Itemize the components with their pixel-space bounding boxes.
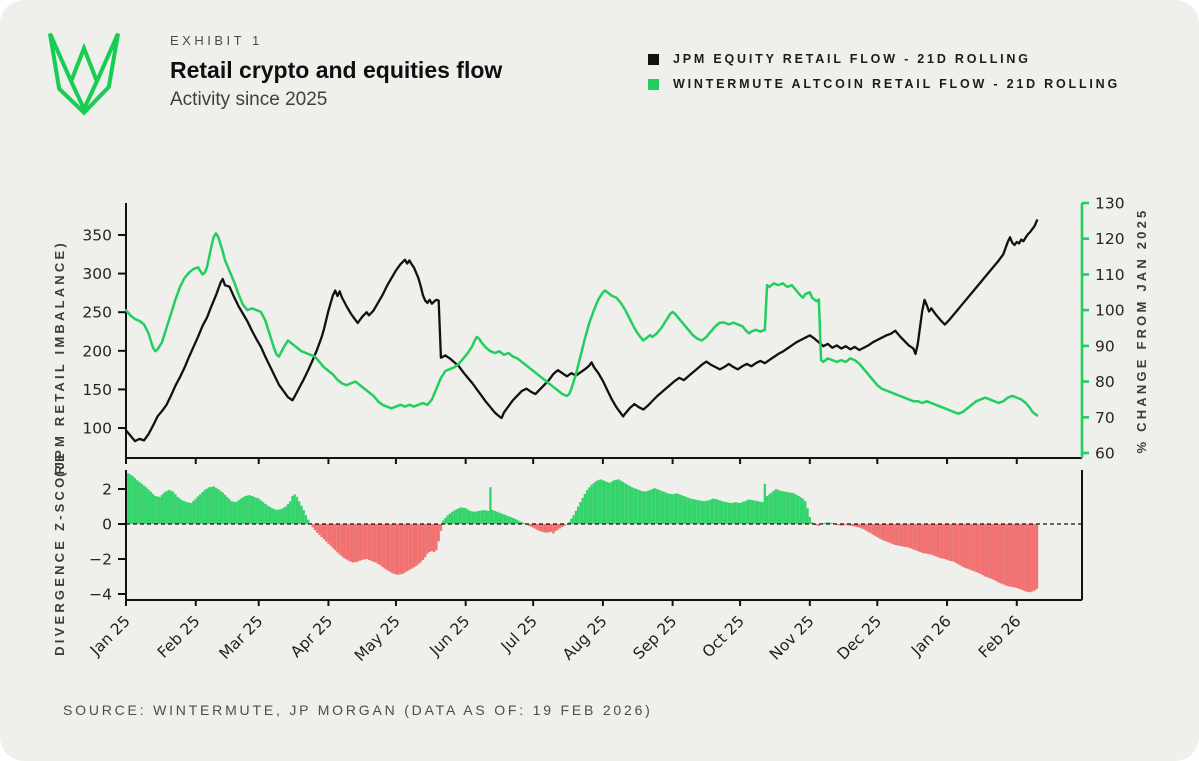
- zscore-tick-labels: 2 0 −2 −4: [89, 481, 112, 604]
- source-note: SOURCE: WINTERMUTE, JP MORGAN (DATA AS O…: [63, 702, 653, 718]
- jpm-equity-flow-line: [124, 219, 1039, 443]
- main-left-tick-labels: 100 150 200 250 300 350: [82, 226, 112, 437]
- svg-text:Mar 25: Mar 25: [216, 612, 267, 663]
- svg-text:Jul 25: Jul 25: [497, 612, 541, 656]
- svg-text:250: 250: [82, 304, 112, 322]
- svg-text:130: 130: [1095, 195, 1125, 213]
- svg-text:Apr 25: Apr 25: [287, 612, 336, 661]
- svg-text:350: 350: [82, 226, 112, 244]
- exhibit-label: EXHIBIT 1: [170, 33, 263, 48]
- svg-text:Jun 25: Jun 25: [425, 612, 473, 660]
- page-title: Retail crypto and equities flow: [170, 57, 503, 83]
- jpm-series-swatch: [648, 53, 659, 65]
- svg-text:Sep 25: Sep 25: [630, 612, 681, 663]
- zscore-axes: [118, 470, 1083, 606]
- svg-text:2: 2: [102, 481, 112, 499]
- svg-text:Feb 26: Feb 26: [975, 612, 1025, 662]
- svg-text:Jan 26: Jan 26: [907, 612, 955, 660]
- svg-text:100: 100: [82, 420, 112, 438]
- left-axis-title: (JPM RETAIL IMBALANCE): [52, 240, 67, 477]
- legend-item-jpm: JPM EQUITY RETAIL FLOW - 21D ROLLING: [648, 52, 1120, 66]
- legend-label-jpm: JPM EQUITY RETAIL FLOW - 21D ROLLING: [673, 52, 1031, 66]
- zscore-axis-title: DIVERGENCE Z-SCORE: [52, 450, 67, 656]
- svg-text:Jan 25: Jan 25: [86, 612, 134, 660]
- svg-text:−2: −2: [89, 550, 112, 568]
- svg-text:120: 120: [1095, 230, 1125, 248]
- svg-text:110: 110: [1095, 266, 1125, 284]
- svg-text:Nov 25: Nov 25: [766, 612, 818, 664]
- svg-text:−4: −4: [89, 585, 112, 603]
- wintermute-logo-icon: [47, 32, 121, 116]
- svg-text:80: 80: [1095, 373, 1115, 391]
- svg-text:300: 300: [82, 265, 112, 283]
- svg-text:Oct 25: Oct 25: [699, 612, 748, 661]
- svg-text:70: 70: [1095, 409, 1115, 427]
- legend: JPM EQUITY RETAIL FLOW - 21D ROLLING WIN…: [648, 52, 1120, 102]
- wintermute-series-swatch: [648, 78, 659, 90]
- x-tick-labels: Jan 25 Feb 25 Mar 25 Apr 25 May 25 Jun 25 Jul …: [86, 612, 1025, 665]
- right-axis-title: % CHANGE FROM JAN 2025: [1134, 208, 1149, 454]
- zscore-bars: [127, 473, 1039, 593]
- legend-label-wintermute: WINTERMUTE ALTCOIN RETAIL FLOW - 21D ROL…: [673, 77, 1121, 91]
- main-right-axis: [1080, 201, 1089, 458]
- svg-text:Aug 25: Aug 25: [559, 612, 611, 664]
- svg-text:0: 0: [102, 516, 112, 534]
- svg-text:90: 90: [1095, 337, 1115, 355]
- svg-text:Dec 25: Dec 25: [834, 612, 885, 663]
- page-subtitle: Activity since 2025: [170, 89, 328, 110]
- main-right-tick-labels: 60 70 80 90 100 110 120 130: [1095, 195, 1125, 463]
- svg-text:May 25: May 25: [351, 612, 404, 665]
- svg-text:150: 150: [82, 381, 112, 399]
- wintermute-altcoin-flow-line: [124, 232, 1039, 417]
- svg-text:Feb 25: Feb 25: [154, 612, 204, 662]
- main-axes: [118, 203, 1082, 464]
- svg-text:100: 100: [1095, 302, 1125, 320]
- legend-item-wintermute: WINTERMUTE ALTCOIN RETAIL FLOW - 21D ROL…: [648, 77, 1120, 91]
- svg-text:200: 200: [82, 342, 112, 360]
- svg-text:60: 60: [1095, 445, 1115, 463]
